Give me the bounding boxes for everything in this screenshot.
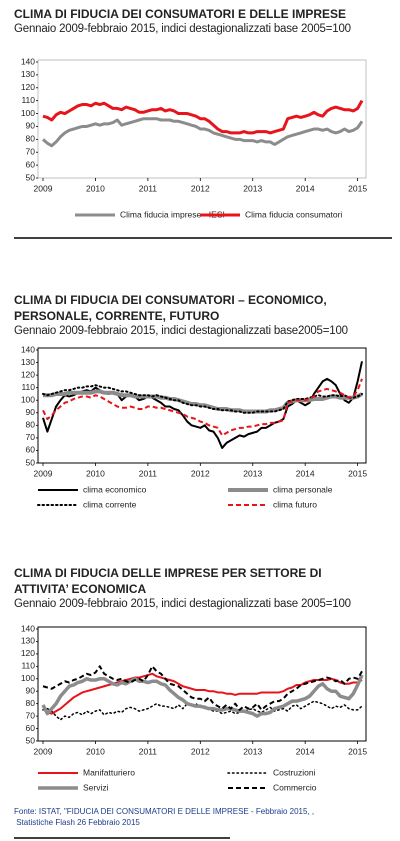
series-line xyxy=(42,700,363,721)
series-line xyxy=(42,665,363,711)
legend-label: Commercio xyxy=(273,782,317,792)
x-tick-label: 2012 xyxy=(191,746,210,756)
legend-label: Costruzioni xyxy=(273,767,316,777)
chart-header: CLIMA DI FIDUCIA DEI CONSUMATORI E DELLE… xyxy=(14,6,400,37)
series-line xyxy=(42,378,363,437)
source: Fonte: ISTAT, "FIDUCIA DEI CONSUMATORI E… xyxy=(14,806,314,828)
legend-label: Servizi xyxy=(83,782,109,792)
legend-label: clima futuro xyxy=(273,499,317,509)
y-tick-label: 110 xyxy=(21,661,35,671)
y-tick-label: 130 xyxy=(21,636,35,646)
y-tick-label: 80 xyxy=(26,134,36,144)
series-line xyxy=(43,389,363,414)
y-tick-label: 60 xyxy=(26,159,36,169)
series-line xyxy=(42,117,364,148)
plot-frame xyxy=(37,59,367,179)
chart-title: CLIMA DI FIDUCIA DEI CONSUMATORI – ECONO… xyxy=(14,293,327,323)
x-tick-label: 2014 xyxy=(296,746,315,756)
series-line xyxy=(42,99,364,135)
y-tick-label: 60 xyxy=(26,723,36,733)
x-tick-label: 2012 xyxy=(191,468,210,478)
x-tick-label: 2009 xyxy=(34,746,53,756)
y-tick-label: 70 xyxy=(26,432,36,442)
chart-header: CLIMA DI FIDUCIA DEI CONSUMATORI – ECONO… xyxy=(14,292,354,339)
legend-label: Clima fiducia imprese - IESI xyxy=(120,209,225,219)
y-tick-label: 100 xyxy=(21,673,35,683)
y-tick-label: 70 xyxy=(26,146,36,156)
y-tick-label: 90 xyxy=(26,685,36,695)
plot-frame xyxy=(37,347,367,464)
legend-label: clima corrente xyxy=(83,499,137,509)
y-tick-label: 100 xyxy=(21,108,35,118)
y-tick-label: 110 xyxy=(21,382,35,392)
series-line xyxy=(42,672,363,715)
x-tick-label: 2013 xyxy=(243,468,262,478)
x-tick-label: 2015 xyxy=(348,183,367,193)
y-tick-label: 100 xyxy=(21,394,35,404)
x-tick-label: 2011 xyxy=(139,183,158,193)
y-tick-label: 110 xyxy=(21,95,35,105)
x-tick-label: 2013 xyxy=(243,183,262,193)
x-tick-label: 2011 xyxy=(139,746,158,756)
chart-header: CLIMA DI FIDUCIA DELLE IMPRESE PER SETTO… xyxy=(14,565,359,612)
chart-subtitle: Gennaio 2009-febbraio 2015, indici desta… xyxy=(14,598,351,610)
x-tick-label: 2012 xyxy=(191,183,210,193)
legend-label: Manifatturiero xyxy=(83,767,135,777)
y-tick-label: 80 xyxy=(26,698,36,708)
y-tick-label: 50 xyxy=(26,457,36,467)
y-tick-label: 60 xyxy=(26,445,36,455)
series-line xyxy=(42,384,363,414)
legend-label: Clima fiducia consumatori xyxy=(245,209,342,219)
y-tick-label: 120 xyxy=(21,82,35,92)
legend-label: clima personale xyxy=(273,484,333,494)
y-tick-label: 120 xyxy=(21,648,35,658)
y-tick-label: 140 xyxy=(21,623,35,633)
y-tick-label: 50 xyxy=(26,735,36,745)
x-tick-label: 2015 xyxy=(348,468,367,478)
legend-label: clima economico xyxy=(83,484,147,494)
y-tick-label: 70 xyxy=(26,710,36,720)
source-line: Statistiche Flash 26 Febbraio 2015 xyxy=(14,818,140,827)
x-tick-label: 2014 xyxy=(296,183,315,193)
x-tick-label: 2015 xyxy=(348,746,367,756)
x-tick-label: 2014 xyxy=(296,468,315,478)
y-tick-label: 130 xyxy=(21,69,35,79)
y-tick-label: 80 xyxy=(26,420,36,430)
x-tick-label: 2011 xyxy=(139,468,158,478)
y-tick-label: 140 xyxy=(21,344,35,354)
plot-frame xyxy=(37,626,367,742)
chart-title: CLIMA DI FIDUCIA DELLE IMPRESE PER SETTO… xyxy=(14,566,322,596)
y-tick-label: 90 xyxy=(26,121,36,131)
series-line xyxy=(41,674,364,718)
x-tick-label: 2010 xyxy=(86,183,105,193)
y-tick-label: 50 xyxy=(26,172,36,182)
chart-subtitle: Gennaio 2009-febbraio 2015, indici desta… xyxy=(14,23,351,35)
x-tick-label: 2009 xyxy=(34,183,53,193)
y-tick-label: 130 xyxy=(21,357,35,367)
x-tick-label: 2010 xyxy=(86,468,105,478)
x-tick-label: 2013 xyxy=(243,746,262,756)
x-tick-label: 2009 xyxy=(34,468,53,478)
series-line xyxy=(42,361,363,449)
chart-subtitle: Gennaio 2009-febbraio 2015, indici desta… xyxy=(14,325,348,337)
source-line: Fonte: ISTAT, "FIDUCIA DEI CONSUMATORI E… xyxy=(14,807,315,816)
y-tick-label: 140 xyxy=(21,56,35,66)
x-tick-label: 2010 xyxy=(86,746,105,756)
y-tick-label: 120 xyxy=(21,369,35,379)
y-tick-label: 90 xyxy=(26,407,36,417)
chart-title: CLIMA DI FIDUCIA DEI CONSUMATORI E DELLE… xyxy=(14,7,347,21)
